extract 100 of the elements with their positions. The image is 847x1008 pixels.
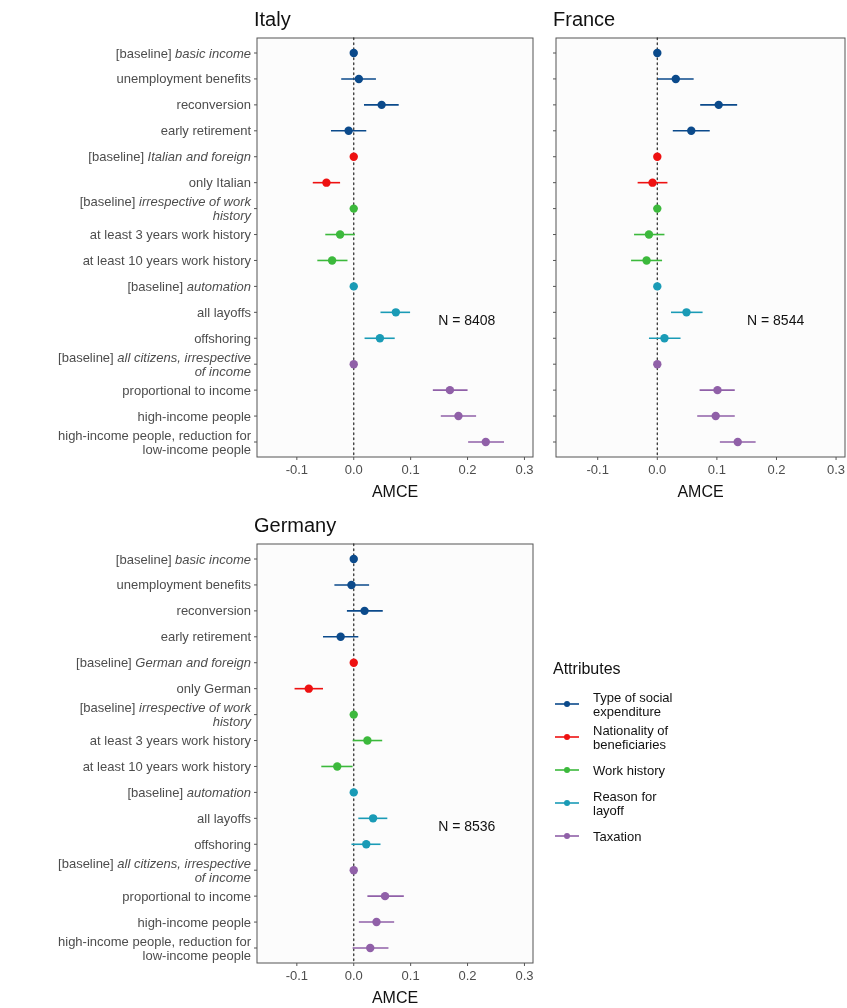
point (391, 308, 401, 317)
point (368, 814, 378, 823)
category-label: high-income people, reduction for low-income people (58, 933, 251, 963)
point (336, 632, 345, 641)
point (481, 437, 490, 447)
point (711, 411, 720, 421)
x-tick-label: 0.0 (344, 968, 363, 983)
point (671, 74, 680, 84)
point (653, 48, 662, 58)
x-tick-label: 0.1 (401, 462, 420, 477)
chart-title: Italy (254, 8, 291, 30)
annotation: N = 8408 (438, 312, 496, 329)
y-tick-label: [baseline] automation (127, 784, 251, 800)
point (360, 606, 369, 616)
legend-label: Nationality of beneficiaries (593, 722, 669, 752)
category-label: high-income people, reduction for low-income people (58, 427, 251, 457)
point (653, 152, 662, 161)
point (687, 126, 696, 135)
y-tick-label: [baseline] Italian and foreign (88, 149, 251, 165)
point (347, 580, 356, 590)
point (380, 891, 390, 901)
x-tick-label: 0.0 (648, 462, 667, 477)
x-tick-label: 0.1 (401, 968, 420, 983)
y-tick-label: [baseline] all citizens, irrespective of income (58, 349, 251, 379)
point (648, 178, 657, 187)
point (644, 230, 654, 239)
point (653, 204, 662, 213)
y-tick-label: only German (176, 681, 251, 697)
x-tick-label: -0.1 (285, 462, 309, 477)
point (372, 917, 381, 927)
y-tick-label: proportional to income (122, 382, 251, 398)
legend-label: Taxation (593, 828, 642, 844)
y-tick-label: reconversion (176, 97, 251, 113)
point (377, 100, 386, 110)
point (349, 204, 358, 213)
point (322, 178, 331, 187)
y-tick-label: offshoring (194, 836, 251, 852)
x-tick-label: 0.2 (767, 462, 786, 477)
legend-label: Type of social expenditure (593, 689, 673, 719)
point (660, 334, 669, 343)
y-tick-label: high-income people (137, 914, 251, 930)
x-axis-title: AMCE (371, 989, 419, 1006)
point (653, 360, 662, 369)
x-axis-title: AMCE (677, 483, 724, 500)
y-tick-label: at least 3 years work history (89, 227, 252, 243)
point (642, 256, 651, 265)
x-tick-label: 0.1 (707, 462, 726, 477)
point (344, 126, 353, 135)
legend-label: Work history (593, 762, 666, 778)
y-tick-label: [baseline] irrespective of work history (79, 194, 253, 224)
point (333, 762, 342, 771)
point (713, 385, 722, 395)
y-tick-label: at least 10 years work history (82, 758, 252, 774)
y-tick-label: all layoffs (197, 810, 252, 826)
x-tick-label: 0.3 (827, 462, 846, 477)
y-tick-label: only Italian (188, 175, 251, 191)
y-tick-label: offshoring (194, 330, 251, 346)
y-tick-label: [baseline] automation (127, 278, 251, 294)
y-tick-label: [baseline] all citizens, irrespective of income (58, 855, 251, 885)
y-tick-label: at least 10 years work history (82, 252, 252, 268)
point (354, 74, 364, 84)
point (653, 282, 662, 291)
point (349, 866, 358, 875)
legend-label: Reason for layoff (593, 788, 658, 818)
point (349, 710, 358, 719)
y-tick-label: [baseline] irrespective of work history (79, 700, 253, 730)
point (375, 334, 385, 343)
point (733, 437, 742, 447)
annotation: N = 8544 (747, 312, 805, 329)
y-tick-label: proportional to income (122, 888, 251, 904)
point (349, 658, 358, 667)
point (682, 308, 691, 317)
point (445, 385, 455, 395)
x-tick-label: 0.0 (344, 462, 363, 477)
point (362, 840, 371, 849)
annotation: N = 8536 (438, 818, 496, 835)
y-tick-label: early retirement (160, 629, 252, 645)
y-tick-label: early retirement (160, 123, 252, 139)
x-tick-label: 0.2 (458, 968, 477, 983)
point (304, 684, 313, 693)
point (454, 411, 463, 421)
x-axis-title: AMCE (371, 483, 419, 500)
x-tick-label: 0.3 (515, 968, 534, 983)
y-tick-label: [baseline] basic income (115, 45, 251, 61)
y-tick-label: unemployment benefits (116, 577, 252, 593)
y-tick-label: all layoffs (197, 304, 252, 320)
point (349, 360, 358, 369)
chart-title: France (553, 8, 616, 30)
point (366, 943, 375, 953)
point (714, 100, 723, 110)
y-tick-label: at least 3 years work history (89, 733, 252, 749)
legend-title: Attributes (553, 660, 621, 677)
point (349, 554, 358, 564)
point (349, 152, 358, 161)
y-tick-label: high-income people (137, 408, 251, 424)
x-tick-label: -0.1 (285, 968, 309, 983)
y-tick-label: reconversion (176, 603, 251, 619)
point (327, 256, 337, 265)
point (349, 282, 358, 291)
y-tick-label: [baseline] basic income (115, 551, 251, 567)
